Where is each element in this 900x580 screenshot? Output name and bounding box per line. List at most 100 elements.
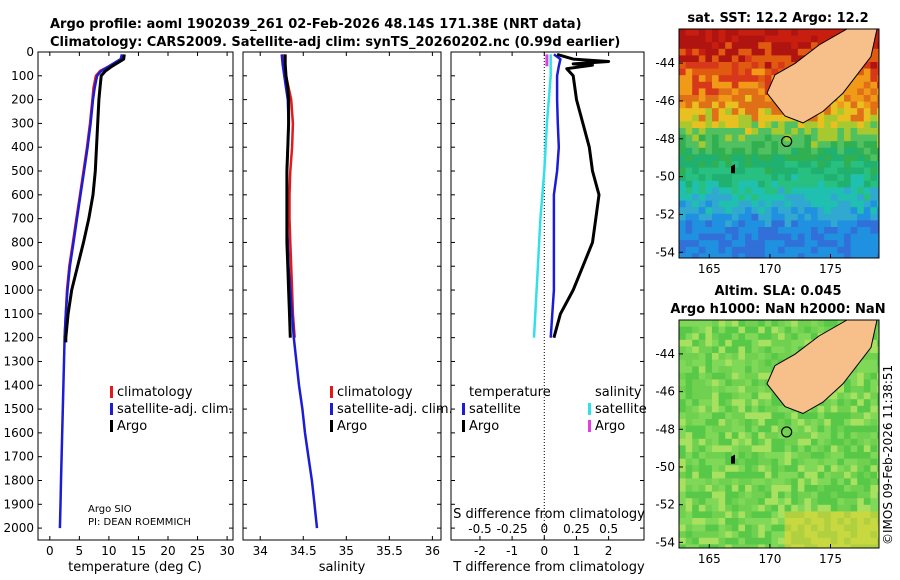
map-cell [824,246,832,254]
map-cell [764,485,772,493]
map-cell [698,339,706,347]
map-cell [692,75,700,83]
map-cell [751,346,759,354]
map-cell [797,29,805,37]
map-cell [877,81,879,89]
map-cell [771,333,779,341]
map-cell [857,121,865,129]
map-cell [679,246,687,254]
map-cell [863,187,871,195]
map-cell [679,161,687,169]
map-cell [712,29,720,37]
map-cell [712,68,720,76]
map-cell [764,213,772,221]
map-cell [817,154,825,162]
map-cell [791,425,799,433]
map-cell [751,42,759,50]
map-cell [712,147,720,155]
map-cell [811,478,819,486]
map-cell [745,531,753,539]
map-cell [705,167,713,175]
map-cell [824,29,832,37]
map-cell [863,134,871,142]
map-cell [731,227,739,235]
map-cell [863,518,871,526]
map-cell [811,320,819,328]
map-cell [844,504,852,512]
map-cell [745,326,753,334]
map-cell [692,141,700,149]
map-cell [712,75,720,83]
map-cell [738,88,746,96]
map-cell [725,419,733,427]
map-cell [758,544,766,548]
map-xtick-label: 170 [758,552,781,566]
map-cell [758,180,766,188]
map-cell [705,128,713,136]
map-cell [857,227,865,235]
map-cell [712,366,720,374]
map-cell [863,465,871,473]
map-cell [863,227,871,235]
map-cell [837,128,845,136]
map-cell [791,147,799,155]
map-cell [725,412,733,420]
map-cell [679,379,687,387]
map-cell [731,366,739,374]
map-cell [679,359,687,367]
map-cell [751,246,759,254]
map-cell [751,75,759,83]
map-cell [778,412,786,420]
map-cell [725,233,733,241]
map-cell [850,101,858,109]
map-cell [705,359,713,367]
map-cell [804,452,812,460]
map-cell [824,471,832,479]
map-cell [877,161,879,169]
map-cell [679,42,687,50]
map-cell [692,134,700,142]
map-cell [791,240,799,248]
salinity-xlabel: salinity [319,560,366,575]
map-cell [830,452,838,460]
map-cell [850,498,858,506]
map-cell [870,187,878,195]
map-cell [870,154,878,162]
map-cell [877,372,879,380]
map-cell [718,134,726,142]
map-cell [685,518,693,526]
map-cell [804,445,812,453]
map-cell [824,399,832,407]
map-cell [844,425,852,433]
map-cell [718,233,726,241]
map-cell [758,68,766,76]
map-cell [758,412,766,420]
map-cell [837,167,845,175]
map-cell [712,121,720,129]
map-cell [778,478,786,486]
map-cell [811,458,819,466]
map-cell [863,524,871,532]
map-cell [718,220,726,228]
map-cell [830,531,838,539]
legend-label-satellite: satellite-adj. clim. [117,402,233,417]
map-cell [857,412,865,420]
map-cell [764,154,772,162]
map-cell [824,108,832,116]
map-cell [837,134,845,142]
map-cell [751,504,759,512]
map-cell [863,425,871,433]
map-cell [764,29,772,37]
map-cell [712,359,720,367]
legend-swatch-climatology [110,386,113,398]
map-cell [778,471,786,479]
map-cell [857,240,865,248]
ytick-label: 0 [26,45,34,59]
map-ytick-label: -50 [655,170,675,184]
map-cell [698,392,706,400]
map-cell [718,108,726,116]
map-cell [791,121,799,129]
map-cell [797,339,805,347]
map-cell [712,445,720,453]
map-cell [784,240,792,248]
